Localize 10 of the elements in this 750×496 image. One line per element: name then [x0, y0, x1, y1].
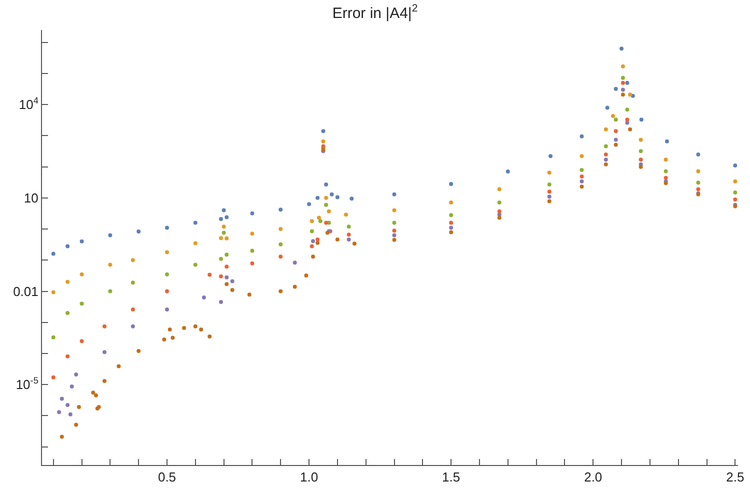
- y-tick-label: 0.01: [13, 284, 38, 299]
- x-tick-label: 1.0: [300, 470, 318, 485]
- x-tick-label: 2.5: [726, 470, 744, 485]
- x-tick-label: 0.5: [158, 470, 176, 485]
- y-tick-label: 10$^{4}$: [18, 96, 38, 112]
- y-tick-label: 10$^{-5}$: [16, 376, 38, 392]
- chart-title: Error in |A4|$^{2}$: [332, 2, 418, 22]
- x-tick-label: 1.5: [442, 470, 460, 485]
- y-tick-label: 10: [24, 190, 38, 206]
- x-tick-label: 2.0: [584, 470, 602, 485]
